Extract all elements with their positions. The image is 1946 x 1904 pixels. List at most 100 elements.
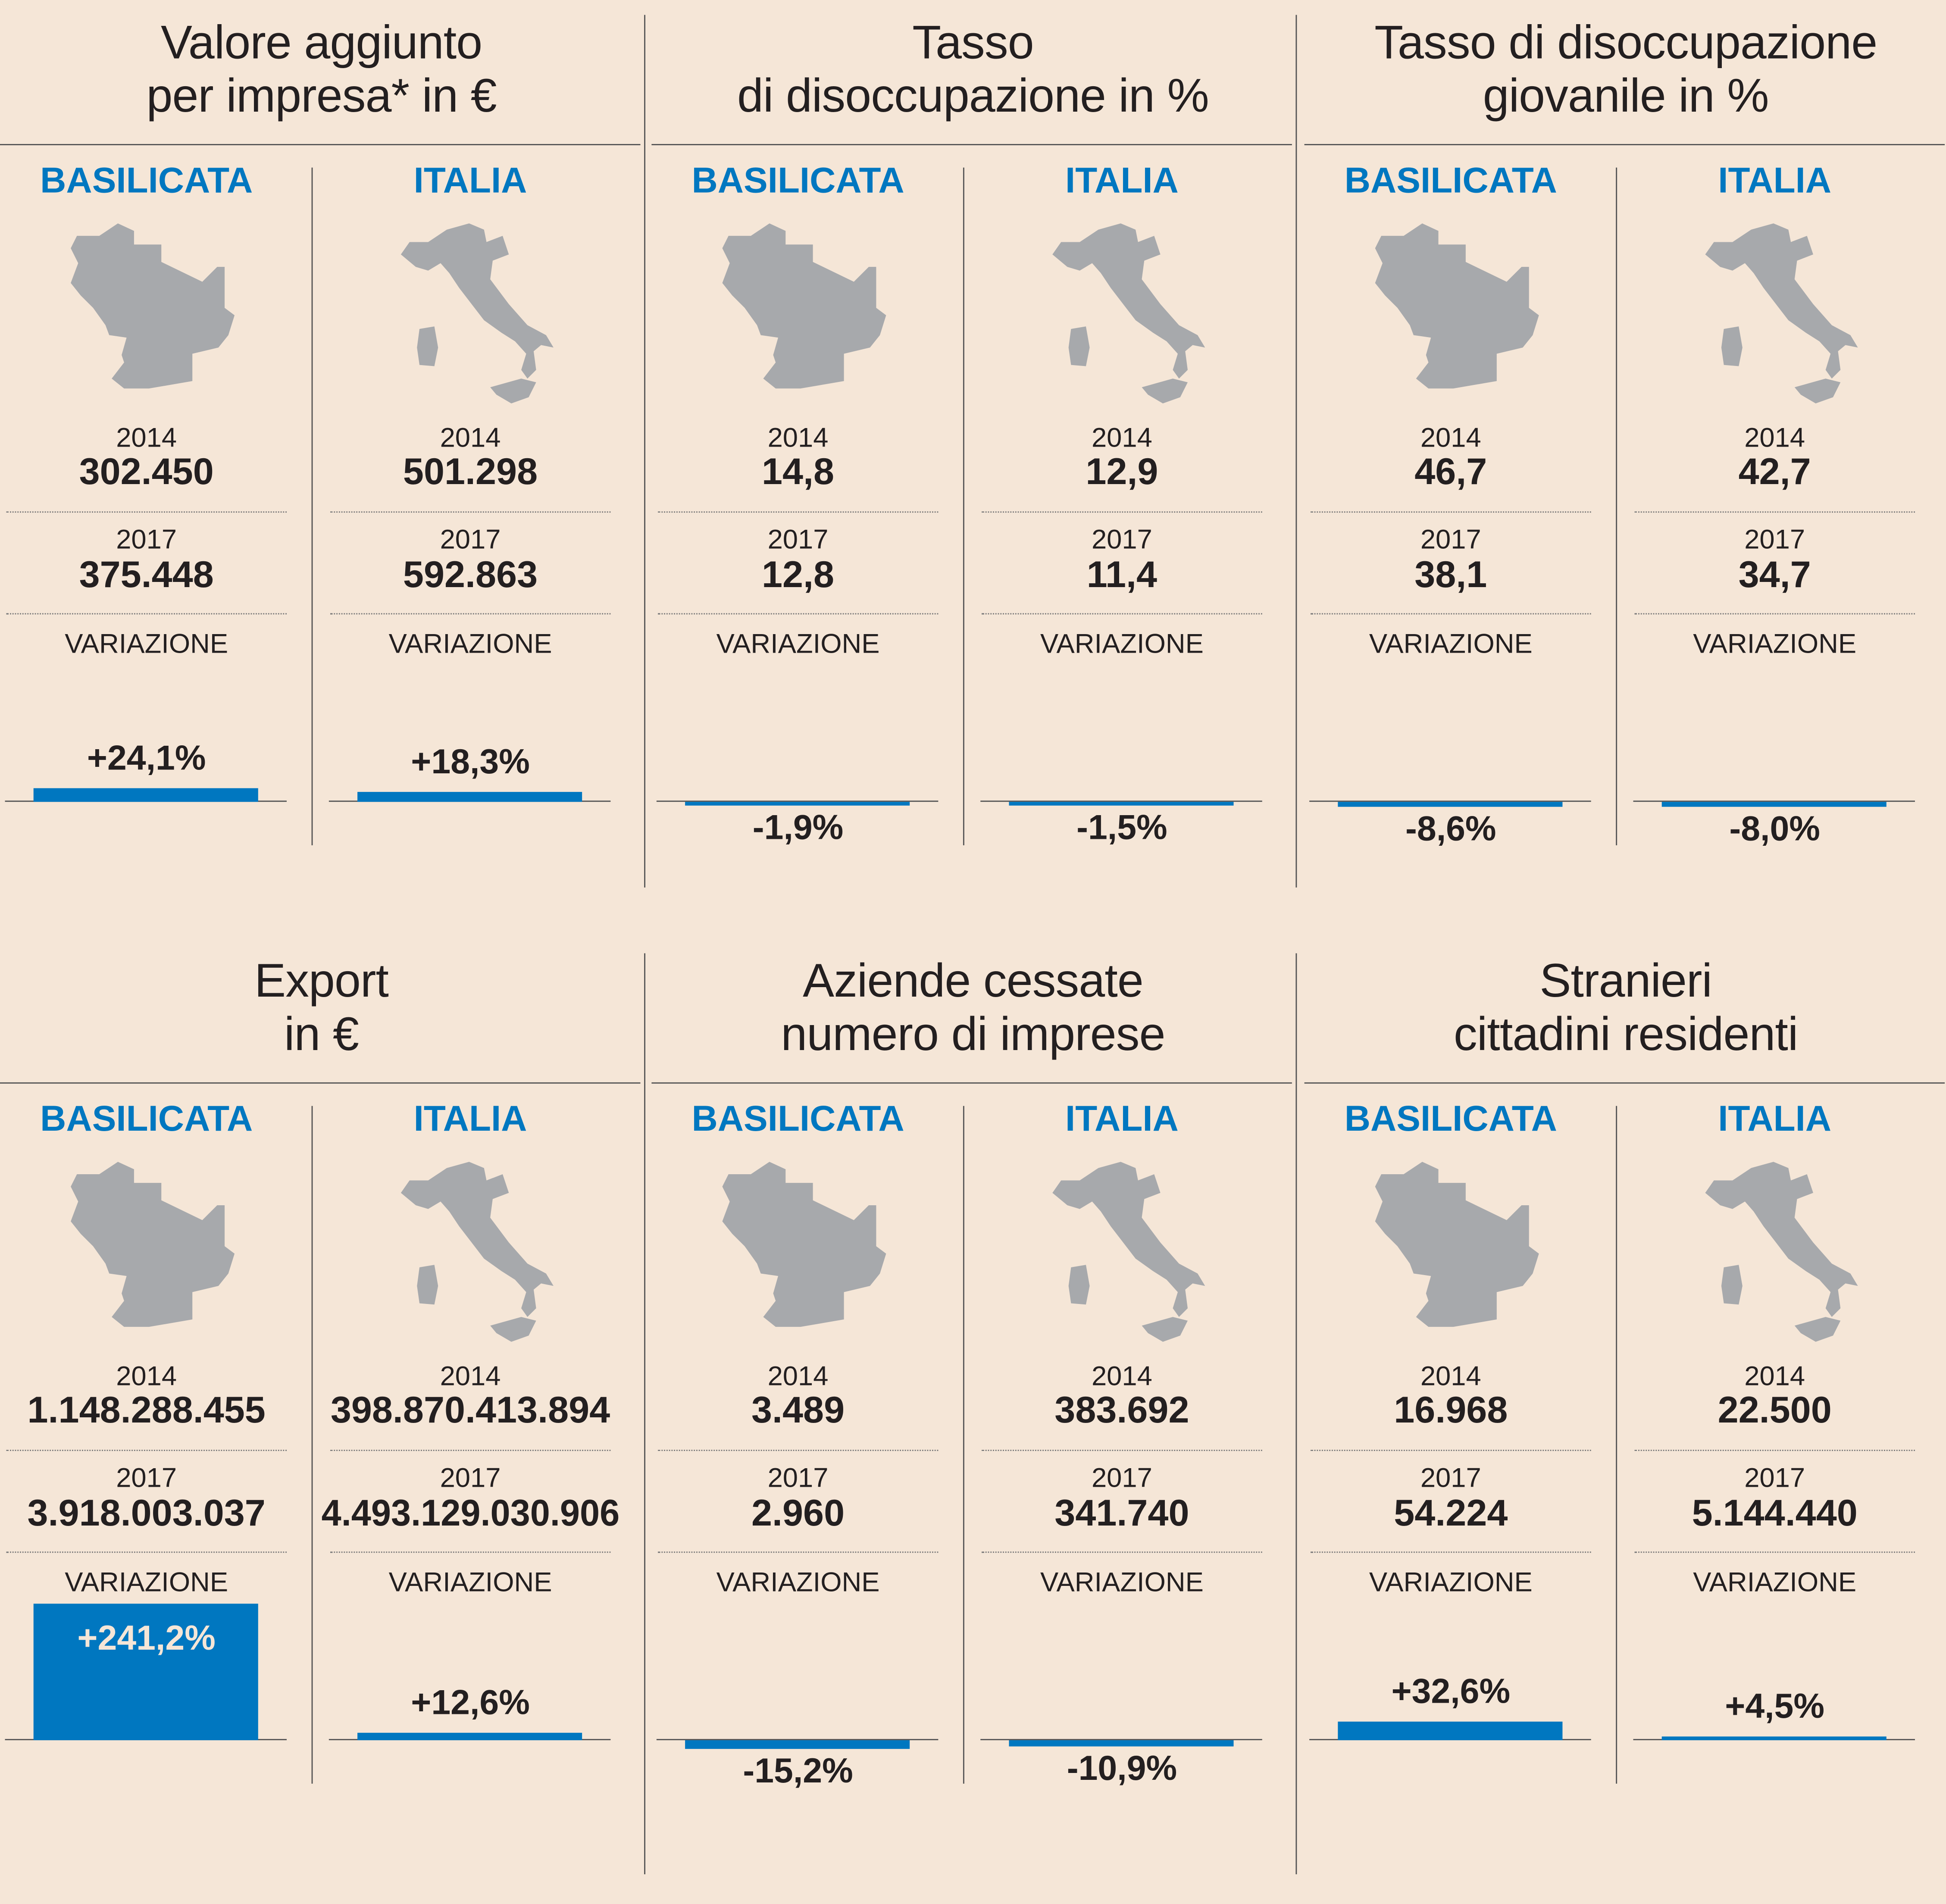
year-label: 2017 — [116, 1462, 177, 1494]
year-label: 2014 — [1744, 422, 1805, 453]
value-text: 1.148.288.455 — [27, 1390, 266, 1432]
year-label: 2014 — [1091, 1360, 1152, 1391]
divider — [0, 1082, 641, 1084]
value-2017: 5.144.440 — [1589, 1493, 1946, 1535]
dotted-divider — [330, 613, 611, 615]
italy-map-icon — [1052, 223, 1205, 403]
baseline — [1309, 800, 1591, 802]
map-shape — [1068, 1265, 1090, 1305]
year-label: 2017 — [1420, 524, 1481, 555]
value-2014: 398.870.413.894 — [284, 1390, 657, 1432]
dotted-divider — [1311, 1551, 1591, 1553]
divider — [1616, 167, 1617, 845]
year-label: 2017 — [440, 524, 501, 555]
map-shape — [400, 1162, 554, 1317]
divider — [651, 1082, 1292, 1084]
variation-value: -8,0% — [1729, 809, 1820, 847]
region-label: BASILICATA — [40, 1100, 253, 1140]
value-text: 11,4 — [1086, 555, 1158, 596]
variation-label: VARIAZIONE — [1040, 1566, 1204, 1598]
variation-label: VARIAZIONE — [1369, 1566, 1533, 1598]
value-text: 12,9 — [1086, 452, 1158, 493]
basilicata-map-icon — [722, 223, 886, 389]
variation-value: +24,1% — [87, 738, 206, 777]
divider — [644, 953, 645, 1875]
map-shape — [1142, 378, 1188, 403]
variation-label: VARIAZIONE — [65, 628, 228, 660]
variation-value: -1,5% — [1076, 808, 1167, 847]
value-2014: 46,7 — [1264, 452, 1637, 494]
value-text: 3.489 — [751, 1390, 845, 1432]
map-shape — [1375, 223, 1539, 389]
year-label: 2017 — [116, 524, 177, 555]
title-line: Tasso — [912, 17, 1034, 70]
title-line: giovanile in % — [1483, 71, 1769, 123]
variation-label: VARIAZIONE — [388, 1566, 552, 1598]
divider — [651, 144, 1292, 145]
value-text: 341.740 — [1054, 1493, 1189, 1535]
region-column: ITALIA 2014 383.692 2017 341.740 VARIAZIONE -1… — [964, 938, 1280, 1857]
divider — [1304, 1082, 1945, 1084]
region-column: ITALIA 2014 398.870.413.894 2017 4.493.129.0… — [313, 938, 628, 1857]
map-shape — [417, 326, 438, 366]
title-line: Stranieri — [1539, 956, 1712, 1008]
divider — [644, 15, 645, 888]
variation-value: +18,3% — [411, 741, 530, 781]
dotted-divider — [1311, 1450, 1591, 1451]
value-text: 3.918.003.037 — [27, 1493, 266, 1535]
panel: Tasso di disoccupazione in % BASILICATA 201… — [651, 0, 1304, 919]
dotted-divider — [1311, 511, 1591, 513]
variation-bar — [1009, 802, 1234, 806]
dotted-divider — [1634, 613, 1915, 615]
dotted-divider — [982, 1551, 1262, 1553]
value-text: 5.144.440 — [1692, 1493, 1858, 1535]
region-column: ITALIA 2014 22.500 2017 5.144.440 VARIAZIONE +… — [1617, 938, 1932, 1857]
baseline — [656, 800, 939, 802]
value-text: 12,8 — [761, 555, 835, 596]
panel-title: Valore aggiunto per impresa* in € — [0, 17, 643, 124]
dotted-divider — [1634, 511, 1915, 513]
panel-title: Export in € — [0, 956, 643, 1063]
title-line: Valore aggiunto — [160, 17, 482, 70]
variation-label: VARIAZIONE — [716, 628, 880, 660]
title-line: Export — [254, 956, 389, 1008]
year-label: 2014 — [116, 1360, 177, 1391]
region-label: BASILICATA — [40, 161, 253, 201]
region-label: ITALIA — [1065, 161, 1179, 201]
variation-bar — [33, 788, 258, 802]
baseline — [656, 1739, 939, 1741]
panel-title: Stranieri cittadini residenti — [1305, 956, 1946, 1063]
variation-label: VARIAZIONE — [1369, 628, 1533, 660]
year-label: 2014 — [767, 1360, 829, 1391]
dotted-divider — [1311, 613, 1591, 615]
basilicata-map-icon — [1375, 1162, 1539, 1327]
value-2017: 2.960 — [612, 1493, 984, 1535]
dotted-divider — [6, 511, 287, 513]
divider — [1295, 15, 1297, 888]
variation-value: -10,9% — [1067, 1749, 1177, 1788]
italy-map-icon — [400, 1162, 554, 1342]
variation-bar — [1661, 1736, 1887, 1741]
year-label: 2017 — [440, 1462, 501, 1494]
value-2017: 12,8 — [612, 555, 984, 597]
map-shape — [490, 1317, 536, 1342]
year-label: 2017 — [1420, 1462, 1481, 1494]
divider — [963, 1106, 964, 1784]
basilicata-map-icon — [722, 1162, 886, 1327]
map-shape — [400, 223, 554, 379]
region-label: ITALIA — [1065, 1100, 1179, 1140]
value-2014: 383.692 — [936, 1390, 1308, 1432]
region-label: BASILICATA — [691, 1100, 904, 1140]
variation-value: +241,2% — [77, 1619, 216, 1657]
value-2017: 54.224 — [1264, 1493, 1637, 1535]
value-text: 398.870.413.894 — [330, 1390, 610, 1432]
year-label: 2017 — [1744, 524, 1805, 555]
value-text: 46,7 — [1414, 452, 1487, 493]
map-shape — [1705, 1162, 1858, 1317]
title-line: per impresa* in € — [146, 71, 497, 123]
value-2017: 4.493.129.030.906 — [284, 1493, 657, 1535]
value-text: 38,1 — [1414, 555, 1487, 596]
variation-label: VARIAZIONE — [65, 1566, 228, 1598]
panel: Aziende cessate numero di imprese BASILICA… — [651, 938, 1304, 1875]
year-label: 2014 — [1744, 1360, 1805, 1391]
